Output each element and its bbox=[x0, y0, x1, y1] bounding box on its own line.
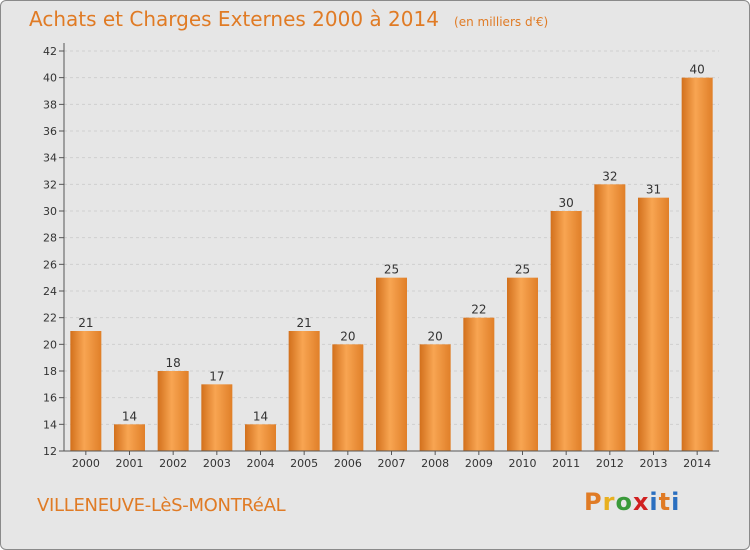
bar-2006[interactable] bbox=[332, 344, 364, 451]
x-tick-label: 2014 bbox=[683, 457, 711, 470]
bar-value-label: 17 bbox=[209, 369, 224, 383]
bar-2011[interactable] bbox=[550, 211, 582, 451]
y-tick-label: 28 bbox=[43, 232, 57, 245]
bar-2007[interactable] bbox=[376, 277, 407, 451]
x-tick-label: 2013 bbox=[640, 457, 668, 470]
bar-2002[interactable] bbox=[157, 371, 189, 451]
bar-value-label: 21 bbox=[78, 316, 93, 330]
x-tick-label: 2010 bbox=[509, 457, 537, 470]
bar-value-label: 30 bbox=[559, 196, 574, 210]
y-tick-label: 42 bbox=[43, 45, 57, 58]
y-tick-label: 16 bbox=[43, 392, 57, 405]
y-tick-label: 34 bbox=[43, 152, 57, 165]
commune-name: VILLENEUVE-LèS-MONTRéAL bbox=[37, 495, 286, 516]
bar-2008[interactable] bbox=[419, 344, 451, 451]
bar-2014[interactable] bbox=[681, 77, 713, 452]
bar-2013[interactable] bbox=[638, 197, 669, 451]
bar-2005[interactable] bbox=[288, 331, 320, 451]
y-tick-label: 24 bbox=[43, 285, 57, 298]
bars: 21 14 18 17 14 21 20 25 20 22 25 30 32 31 40 bbox=[70, 63, 713, 452]
x-tick-label: 2000 bbox=[72, 457, 100, 470]
y-tick-label: 40 bbox=[43, 72, 57, 85]
x-tick-label: 2007 bbox=[378, 457, 406, 470]
x-tick-label: 2001 bbox=[116, 457, 144, 470]
x-tick-label: 2003 bbox=[203, 457, 231, 470]
chart-header: Achats et Charges Externes 2000 à 2014 (… bbox=[29, 7, 548, 31]
bar-value-label: 14 bbox=[122, 409, 137, 423]
y-tick-label: 12 bbox=[43, 445, 57, 458]
chart-unit: (en milliers d'€) bbox=[454, 15, 549, 29]
y-tick-label: 22 bbox=[43, 312, 57, 325]
x-tick-label: 2008 bbox=[421, 457, 449, 470]
bar-2010[interactable] bbox=[507, 277, 538, 451]
bar-value-label: 20 bbox=[340, 329, 355, 343]
bar-2012[interactable] bbox=[594, 184, 626, 452]
bar-value-label: 31 bbox=[646, 183, 661, 197]
bar-value-label: 21 bbox=[297, 316, 312, 330]
y-tick-label: 18 bbox=[43, 365, 57, 378]
y-tick-label: 36 bbox=[43, 125, 57, 138]
bar-2003[interactable] bbox=[201, 384, 233, 451]
y-tick-label: 20 bbox=[43, 338, 57, 351]
y-tick-label: 14 bbox=[43, 418, 57, 431]
bar-value-label: 22 bbox=[471, 303, 486, 317]
logo-letter: P bbox=[584, 488, 603, 516]
logo-letter: o bbox=[615, 488, 633, 516]
bar-value-label: 14 bbox=[253, 409, 268, 423]
x-tick-label: 2012 bbox=[596, 457, 624, 470]
y-tick-label: 26 bbox=[43, 258, 57, 271]
proxiti-logo[interactable]: Proxiti bbox=[584, 488, 680, 516]
bar-value-label: 20 bbox=[428, 329, 443, 343]
bar-value-label: 25 bbox=[515, 263, 530, 277]
bar-value-label: 25 bbox=[384, 263, 399, 277]
logo-letter: r bbox=[602, 488, 616, 516]
x-tick-label: 2002 bbox=[159, 457, 187, 470]
x-tick-label: 2006 bbox=[334, 457, 362, 470]
bar-2004[interactable] bbox=[245, 424, 276, 451]
logo-letter: i bbox=[649, 488, 659, 516]
bar-value-label: 40 bbox=[690, 63, 705, 77]
logo-letter: t bbox=[658, 488, 672, 516]
bar-2009[interactable] bbox=[463, 317, 495, 451]
bar-2001[interactable] bbox=[114, 424, 145, 451]
y-tick-label: 38 bbox=[43, 98, 57, 111]
axes: 12 14 16 18 20 22 24 26 28 30 32 34 36 38 40 42 2000 2001… bbox=[43, 43, 719, 470]
y-tick-label: 30 bbox=[43, 205, 57, 218]
x-tick-label: 2004 bbox=[247, 457, 275, 470]
x-tick-label: 2011 bbox=[552, 457, 580, 470]
x-tick-label: 2005 bbox=[290, 457, 318, 470]
chart-title: Achats et Charges Externes 2000 à 2014 bbox=[29, 7, 439, 31]
logo-letter: i bbox=[671, 488, 681, 516]
bar-2000[interactable] bbox=[70, 331, 102, 451]
logo-letter: x bbox=[632, 488, 650, 516]
bar-value-label: 32 bbox=[602, 169, 617, 183]
bar-value-label: 18 bbox=[166, 356, 181, 370]
y-tick-label: 32 bbox=[43, 178, 57, 191]
x-tick-label: 2009 bbox=[465, 457, 493, 470]
